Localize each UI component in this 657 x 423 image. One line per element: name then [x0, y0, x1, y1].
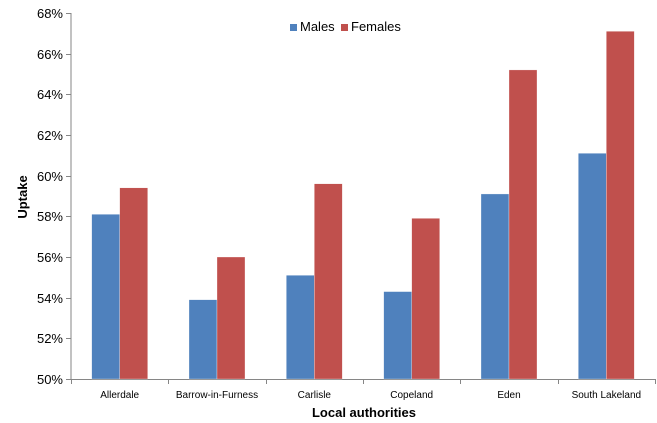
y-tick-label: 60% [37, 169, 63, 184]
y-axis: 50% 52% 54% 56% 58% 60% 62% 64% 66% 68% [37, 6, 72, 387]
y-tick-label: 50% [37, 372, 63, 387]
legend-label-females: Females [351, 19, 401, 34]
bar-males [286, 275, 315, 380]
x-tick-label: Barrow-in-Furness [176, 390, 258, 401]
y-tick-label: 66% [37, 47, 63, 62]
bar-males [383, 291, 412, 380]
y-tick-label: 52% [37, 331, 63, 346]
bar-females [119, 187, 148, 380]
bar-females [216, 256, 246, 380]
y-tick-label: 62% [37, 128, 63, 143]
y-tick-label: 54% [37, 291, 63, 306]
legend-label-males: Males [300, 19, 335, 34]
bar-females [508, 69, 538, 380]
x-tick-label: Copeland [390, 390, 433, 401]
x-axis-title: Local authorities [312, 405, 416, 420]
bar-females [411, 218, 440, 380]
bar-females [314, 183, 343, 380]
legend-swatch-males [290, 24, 297, 31]
bars [91, 31, 635, 380]
legend-swatch-females [341, 24, 348, 31]
bar-males [480, 193, 510, 380]
y-tick-label: 64% [37, 87, 63, 102]
x-tick-label: Eden [497, 390, 520, 401]
x-tick-label: Carlisle [298, 390, 332, 401]
bar-males [188, 299, 218, 380]
x-tick-label: Allerdale [100, 390, 139, 401]
y-axis-title: Uptake [15, 175, 30, 218]
y-tick-label: 56% [37, 250, 63, 265]
x-tick-label: South Lakeland [572, 390, 642, 401]
bar-males [578, 153, 607, 380]
x-axis: Allerdale Barrow-in-Furness Carlisle Copela… [71, 379, 656, 401]
legend: Males Females [290, 19, 401, 34]
bar-males [91, 214, 120, 380]
y-tick-label: 58% [37, 209, 63, 224]
bar-females [606, 31, 635, 380]
y-tick-label: 68% [37, 6, 63, 21]
